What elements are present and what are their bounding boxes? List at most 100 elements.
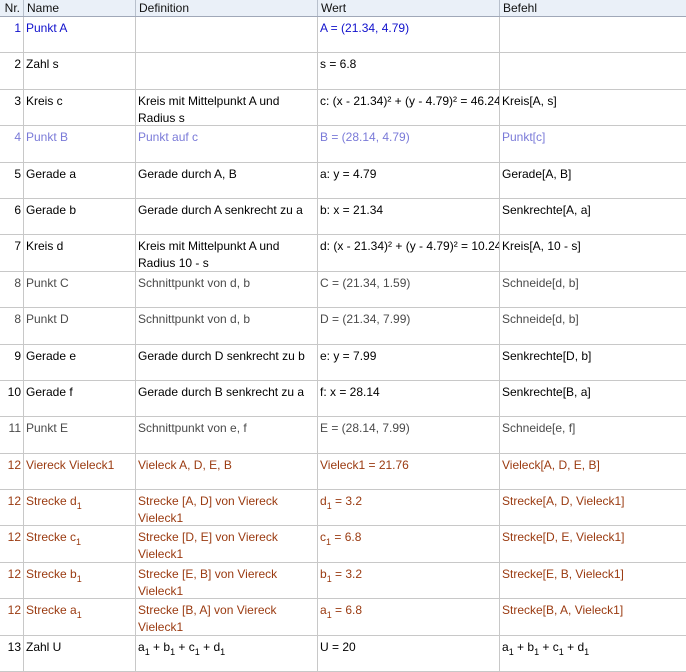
cell-nr: 10 xyxy=(0,380,24,417)
cell-value: a1 = 6.8 xyxy=(318,599,500,635)
cell-name: Kreis d xyxy=(24,235,136,271)
cell-value: B = (28.14, 4.79) xyxy=(318,126,500,162)
cell-name: Gerade a xyxy=(24,162,136,198)
cell-command: Strecke[D, E, Vieleck1] xyxy=(502,530,625,545)
cell-command: Schneide[d, b] xyxy=(502,275,579,290)
table-row[interactable]: 7 Kreis d Kreis mit Mittelpunkt A und Radi… xyxy=(0,235,686,272)
cell-value: c: (x - 21.34)² + (y - 4.79)² = 46.24 xyxy=(318,89,500,126)
cell-nr: 2 xyxy=(0,53,24,89)
cell-nr: 12 xyxy=(0,453,24,490)
cell-value: d1 = 3.2 xyxy=(318,490,500,526)
cell-name: Gerade b xyxy=(24,198,136,235)
cell-nr: 7 xyxy=(0,235,24,271)
cell-nr: 1 xyxy=(0,17,24,53)
cell-definition: Kreis mit Mittelpunkt A und Radius 10 - … xyxy=(136,235,318,271)
cell-value: E = (28.14, 7.99) xyxy=(318,417,500,453)
cell-command: Senkrechte[D, b] xyxy=(502,348,592,363)
cell-name: Zahl s xyxy=(24,53,136,89)
cell-name: Punkt B xyxy=(24,126,136,162)
cell-value: U = 20 xyxy=(318,635,500,672)
cell-definition: Schnittpunkt von e, f xyxy=(136,417,318,453)
table-row[interactable]: 9 Gerade e Gerade durch D senkrecht zu b e:… xyxy=(0,344,686,381)
header-definition[interactable]: Definition xyxy=(136,0,318,16)
table-row[interactable]: 2 Zahl s s = 6.8 xyxy=(0,53,686,90)
table-header: Nr. Name Definition Wert Befehl xyxy=(0,0,686,17)
table-row[interactable]: 12 Strecke a1 Strecke [B, A] von Viereck V… xyxy=(0,599,686,636)
cell-name: Zahl U xyxy=(24,635,136,672)
table-row[interactable]: 3 Kreis c Kreis mit Mittelpunkt A und Radi… xyxy=(0,89,686,127)
cell-command xyxy=(500,17,686,52)
header-value[interactable]: Wert xyxy=(318,0,500,16)
cell-name: Punkt A xyxy=(24,17,136,53)
cell-name: Strecke c1 xyxy=(24,526,136,562)
cell-definition: Gerade durch D senkrecht zu b xyxy=(136,344,318,380)
cell-value: f: x = 28.14 xyxy=(318,380,500,417)
cell-value: Vieleck1 = 21.76 xyxy=(318,453,500,490)
cell-value: e: y = 7.99 xyxy=(318,344,500,380)
cell-definition: Schnittpunkt von d, b xyxy=(136,271,318,308)
cell-nr: 11 xyxy=(0,417,24,453)
header-name[interactable]: Name xyxy=(24,0,136,16)
cell-nr: 4 xyxy=(0,126,24,162)
cell-name: Punkt D xyxy=(24,308,136,344)
cell-name: Strecke a1 xyxy=(24,599,136,635)
cell-command: Schneide[e, f] xyxy=(502,421,576,436)
cell-command: Senkrechte[A, a] xyxy=(502,202,591,217)
cell-nr: 12 xyxy=(0,490,24,526)
cell-name: Punkt C xyxy=(24,271,136,308)
cell-value: A = (21.34, 4.79) xyxy=(318,17,500,53)
cell-name: Strecke d1 xyxy=(24,490,136,526)
table-row[interactable]: 1 Punkt A A = (21.34, 4.79) xyxy=(0,17,686,54)
cell-command: a1 + b1 + c1 + d1 xyxy=(502,639,590,657)
cell-definition: Punkt auf c xyxy=(136,126,318,162)
table-row[interactable]: 12 Strecke c1 Strecke [D, E] von Viereck V… xyxy=(0,526,686,563)
cell-definition xyxy=(136,17,318,53)
header-nr[interactable]: Nr. xyxy=(0,0,24,16)
cell-command: Strecke[A, D, Vieleck1] xyxy=(502,494,625,509)
cell-value: D = (21.34, 7.99) xyxy=(318,308,500,344)
cell-nr: 6 xyxy=(0,198,24,235)
cell-definition: Strecke [B, A] von Viereck Vieleck1 xyxy=(136,599,318,635)
table-row[interactable]: 6 Gerade b Gerade durch A senkrecht zu a b:… xyxy=(0,198,686,236)
cell-command xyxy=(500,53,686,88)
cell-definition: Gerade durch A senkrecht zu a xyxy=(136,198,318,235)
cell-command: Schneide[d, b] xyxy=(502,312,579,327)
cell-name: Kreis c xyxy=(24,89,136,126)
cell-command: Kreis[A, 10 - s] xyxy=(502,239,581,254)
cell-value: C = (21.34, 1.59) xyxy=(318,271,500,308)
table-row[interactable]: 12 Viereck Vieleck1 Vieleck A, D, E, B Viel… xyxy=(0,453,686,491)
cell-value: b: x = 21.34 xyxy=(318,198,500,235)
cell-nr: 12 xyxy=(0,599,24,635)
cell-definition: Strecke [A, D] von Viereck Vieleck1 xyxy=(136,490,318,526)
cell-nr: 12 xyxy=(0,526,24,562)
cell-nr: 8 xyxy=(0,271,24,308)
cell-command: Vieleck[A, D, E, B] xyxy=(502,457,600,472)
cell-name: Viereck Vieleck1 xyxy=(24,453,136,490)
cell-command: Gerade[A, B] xyxy=(502,166,572,181)
cell-definition: Gerade durch B senkrecht zu a xyxy=(136,380,318,417)
cell-definition: Gerade durch A, B xyxy=(136,162,318,198)
cell-name: Punkt E xyxy=(24,417,136,453)
cell-name: Strecke b1 xyxy=(24,562,136,599)
cell-command: Strecke[E, B, Vieleck1] xyxy=(502,566,624,581)
header-command[interactable]: Befehl xyxy=(503,1,538,15)
cell-definition: a1 + b1 + c1 + d1 xyxy=(136,635,318,672)
cell-nr: 3 xyxy=(0,89,24,126)
cell-nr: 8 xyxy=(0,308,24,344)
cell-name: Gerade e xyxy=(24,344,136,380)
cell-definition: Strecke [E, B] von Viereck Vieleck1 xyxy=(136,562,318,599)
cell-nr: 5 xyxy=(0,162,24,198)
cell-command: Strecke[B, A, Vieleck1] xyxy=(502,603,624,618)
cell-definition: Vieleck A, D, E, B xyxy=(136,453,318,490)
table-row[interactable]: 12 Strecke d1 Strecke [A, D] von Viereck V… xyxy=(0,490,686,527)
table-row[interactable]: 12 Strecke b1 Strecke [E, B] von Viereck V… xyxy=(0,562,686,600)
